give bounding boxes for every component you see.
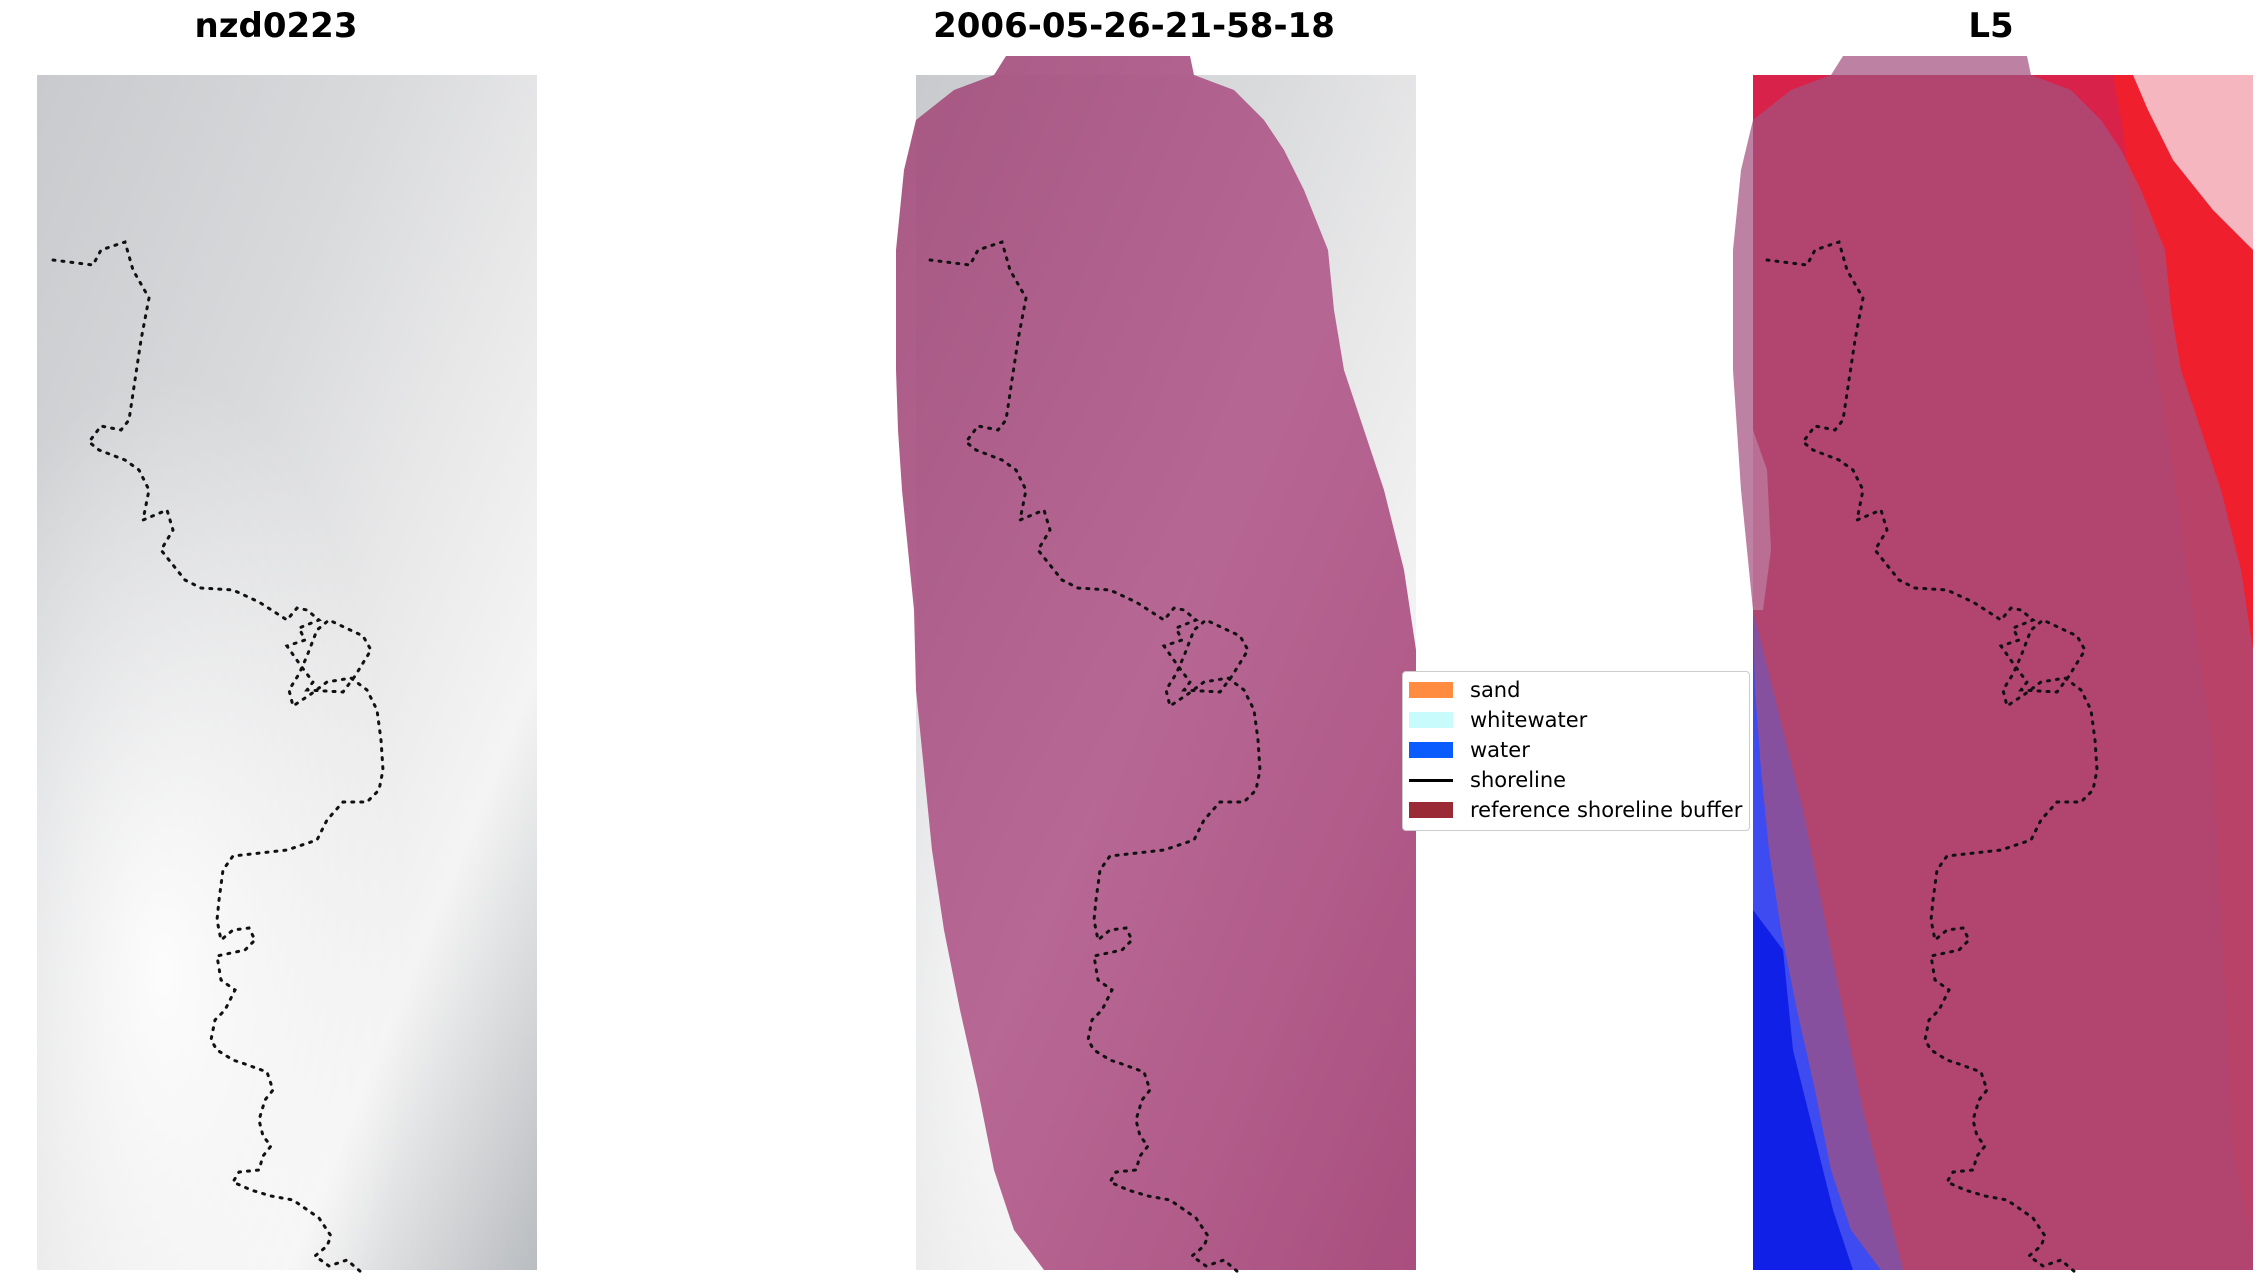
legend: sand whitewater water shoreline referenc… (1402, 671, 1750, 831)
legend-item-water: water (1409, 735, 1530, 765)
reference-shoreline-buffer-area (1733, 56, 2253, 1270)
legend-label: shoreline (1470, 768, 1567, 792)
panel-title-site: nzd0223 (194, 6, 358, 46)
legend-item-shoreline: shoreline (1409, 765, 1566, 795)
sand-swatch (1409, 682, 1453, 698)
legend-label: sand (1470, 678, 1521, 702)
reference-buffer-swatch (1409, 802, 1453, 818)
image-panel-index (1733, 56, 2253, 1274)
legend-item-sand: sand (1409, 675, 1520, 705)
reference-shoreline-buffer-area (896, 56, 1416, 1270)
legend-item-whitewater: whitewater (1409, 705, 1587, 735)
legend-item-reference-buffer: reference shoreline buffer (1409, 795, 1742, 825)
image-panel-rgb (37, 75, 537, 1274)
shoreline-path-overlay (928, 240, 1262, 1274)
legend-label: reference shoreline buffer (1470, 798, 1743, 822)
shoreline-path-overlay (1765, 240, 2099, 1274)
whitewater-swatch (1409, 712, 1453, 728)
image-panel-classified (896, 56, 1416, 1274)
shoreline-swatch (1409, 778, 1453, 782)
panel-title-satellite: L5 (1968, 6, 2014, 46)
water-swatch (1409, 742, 1453, 758)
shoreline-path (51, 240, 385, 1274)
legend-label: water (1470, 738, 1530, 762)
panel-title-date: 2006-05-26-21-58-18 (933, 6, 1335, 46)
legend-label: whitewater (1470, 708, 1588, 732)
